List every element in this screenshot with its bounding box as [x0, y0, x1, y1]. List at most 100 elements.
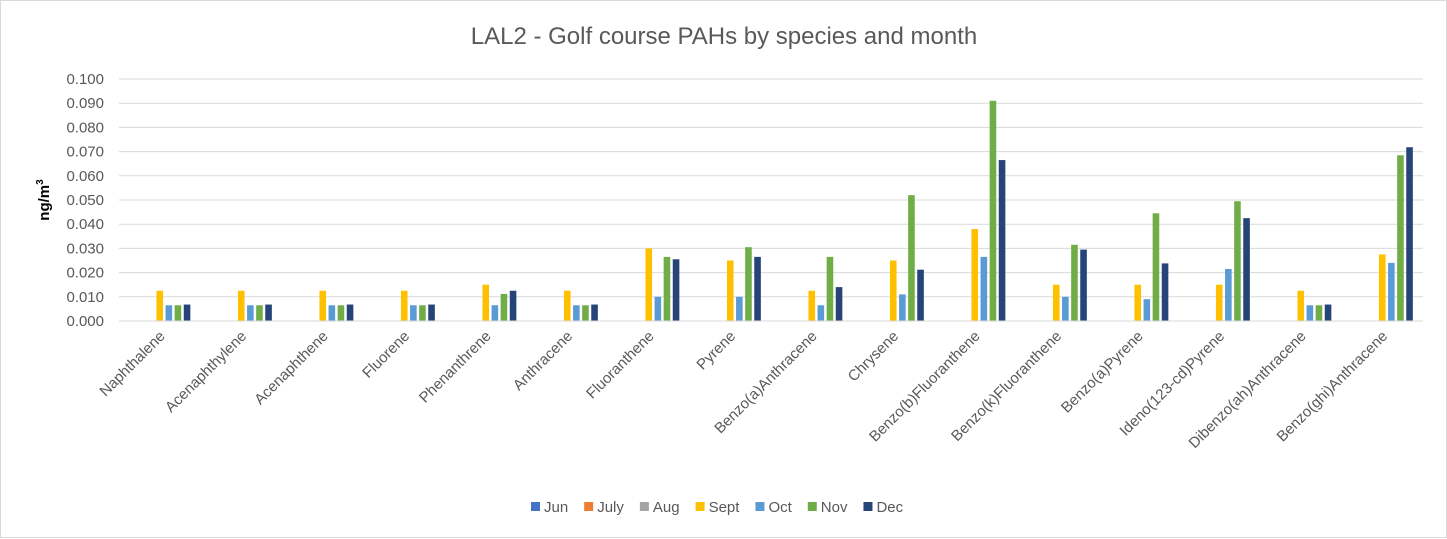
bar-sept-15	[1378, 254, 1386, 321]
bars	[156, 100, 1413, 321]
legend-swatch-aug	[639, 502, 649, 511]
bar-oct-11	[1062, 296, 1069, 321]
bar-dec-6	[672, 259, 680, 321]
bar-oct-4	[491, 305, 499, 321]
legend-swatch-nov	[807, 502, 817, 511]
bar-oct-12	[1143, 299, 1151, 321]
legend-swatch-jun	[531, 502, 540, 511]
bar-dec-11	[1080, 249, 1087, 321]
bar-nov-9	[908, 195, 915, 321]
x-tick-label: Fluorene	[359, 328, 413, 382]
chart-title: LAL2 - Golf course PAHs by species and m…	[471, 23, 977, 50]
bar-nov-15	[1397, 155, 1404, 321]
bar-sept-9	[889, 260, 897, 321]
legend-swatch-oct	[755, 502, 765, 511]
y-tick-label: 0.060	[66, 168, 104, 185]
y-tick-label: 0.040	[66, 216, 104, 233]
y-tick-label: 0.070	[66, 144, 104, 161]
y-axis-ticks: 0.000 0.010 0.020 0.030 0.040 0.050 0.060 0.070…	[66, 71, 104, 330]
bar-sept-12	[1134, 284, 1142, 321]
bar-oct-2	[328, 305, 336, 321]
legend: Jun July Aug Sept Oct Nov Dec	[531, 499, 904, 516]
y-axis-title: ng/m3	[35, 179, 53, 221]
gridlines	[119, 78, 1423, 298]
x-tick-label: Acenaphthene	[251, 328, 331, 408]
x-tick-label: Benzo(a)Pyrene	[1058, 328, 1147, 417]
bar-oct-3	[410, 305, 417, 321]
bar-nov-2	[337, 305, 345, 321]
y-tick-label: 0.050	[66, 192, 104, 209]
bar-sept-3	[400, 290, 408, 321]
bar-dec-5	[591, 304, 598, 321]
bar-nov-7	[745, 247, 752, 321]
bar-sept-0	[156, 290, 164, 321]
x-tick-label: Phenanthrene	[416, 328, 495, 407]
bar-nov-1	[256, 305, 263, 321]
bar-nov-3	[419, 305, 426, 321]
bar-oct-14	[1306, 305, 1314, 321]
legend-label-sept: Sept	[709, 499, 741, 516]
x-tick-label: Chrysene	[845, 328, 902, 385]
legend-swatch-sept	[695, 502, 705, 511]
bar-nov-10	[989, 100, 997, 321]
x-tick-label: Fluoranthene	[583, 328, 658, 403]
bar-dec-14	[1324, 304, 1332, 321]
bar-nov-14	[1315, 305, 1323, 321]
bar-oct-9	[899, 294, 906, 321]
bar-sept-5	[563, 290, 571, 321]
bar-nov-4	[500, 293, 508, 321]
legend-label-oct: Oct	[768, 499, 792, 516]
bar-sept-6	[645, 248, 653, 321]
bar-sept-4	[482, 284, 490, 321]
bar-sept-7	[726, 260, 734, 321]
bar-nov-11	[1071, 244, 1078, 321]
bar-nov-0	[174, 305, 182, 321]
bar-dec-9	[917, 269, 924, 321]
x-tick-label: Naphthalene	[96, 328, 168, 400]
bar-dec-8	[835, 287, 843, 321]
bar-sept-13	[1215, 284, 1223, 321]
y-tick-label: 0.020	[66, 265, 104, 282]
legend-label-nov: Nov	[821, 499, 848, 516]
bar-dec-7	[754, 256, 761, 321]
bar-sept-1	[237, 290, 245, 321]
y-tick-label: 0.080	[66, 119, 104, 136]
bar-dec-15	[1406, 147, 1413, 321]
x-tick-label: Acenaphthylene	[162, 328, 250, 416]
bar-oct-6	[654, 296, 662, 321]
bar-nov-5	[582, 305, 589, 321]
bar-dec-1	[265, 304, 272, 321]
legend-label-july: July	[597, 499, 624, 516]
bar-sept-10	[971, 229, 979, 321]
bar-dec-13	[1243, 218, 1250, 321]
bar-dec-12	[1161, 263, 1169, 321]
legend-swatch-july	[584, 502, 594, 511]
legend-label-dec: Dec	[876, 499, 903, 516]
bar-oct-5	[573, 305, 580, 321]
bar-dec-10	[998, 160, 1006, 321]
bar-dec-0	[183, 304, 191, 321]
bar-sept-2	[319, 290, 327, 321]
y-tick-label: 0.100	[66, 71, 104, 88]
bar-nov-13	[1234, 201, 1241, 321]
bar-oct-7	[736, 296, 743, 321]
bar-oct-1	[247, 305, 254, 321]
x-tick-label: Pyrene	[693, 328, 739, 374]
y-axis-title-text: ng/m	[36, 185, 53, 221]
bar-oct-10	[980, 256, 988, 321]
bar-nov-8	[826, 256, 834, 321]
legend-swatch-dec	[863, 502, 873, 511]
bar-sept-14	[1297, 290, 1305, 321]
bar-nov-6	[663, 256, 671, 321]
bar-nov-12	[1152, 213, 1160, 321]
y-axis-title-sup: 3	[35, 179, 46, 185]
bar-dec-4	[509, 290, 517, 321]
legend-label-jun: Jun	[544, 499, 568, 516]
legend-label-aug: Aug	[653, 499, 680, 516]
bar-sept-8	[808, 290, 816, 321]
x-tick-label: Anthracene	[510, 328, 576, 394]
bar-dec-3	[428, 304, 435, 321]
bar-dec-2	[346, 304, 354, 321]
